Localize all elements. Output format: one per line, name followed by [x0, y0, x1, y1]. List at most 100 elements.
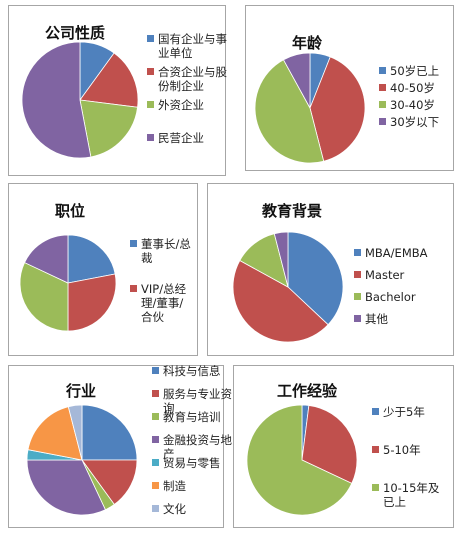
legend-item: 贸易与零售 [152, 456, 235, 470]
legend-label: MBA/EMBA [365, 246, 428, 260]
legend-item: 董事长/总裁 [130, 237, 193, 265]
legend-swatch [372, 446, 379, 453]
legend-label: 科技与信息 [163, 364, 221, 378]
pie-slice [67, 404, 83, 461]
legend-label: 5-10年 [383, 443, 421, 457]
legend-label: 50岁已上 [390, 64, 440, 78]
legend-label: Master [365, 268, 405, 282]
pie-slice [67, 273, 117, 332]
pie-slice [301, 404, 358, 484]
legend-swatch [372, 408, 379, 415]
legend-swatch [379, 84, 386, 91]
legend-item: 文化 [152, 502, 235, 516]
legend-label: 其他 [365, 312, 388, 326]
legend-label: 40-50岁 [390, 81, 435, 95]
legend-swatch [152, 436, 159, 443]
legend-item: Bachelor [354, 290, 445, 304]
chart-title: 工作经验 [277, 382, 338, 400]
pie-slice [67, 234, 116, 284]
legend-item: 30岁以下 [379, 115, 459, 129]
legend-swatch [147, 101, 154, 108]
legend-item: 30-40岁 [379, 98, 459, 112]
legend-item: 10-15年及已上 [372, 481, 449, 509]
legend-label: VIP/总经理/董事/合伙 [141, 282, 187, 324]
chart-title: 年龄 [292, 34, 323, 52]
legend-label: 制造 [163, 479, 186, 493]
legend-swatch [379, 101, 386, 108]
legend-item: 科技与信息 [152, 364, 235, 378]
legend-item: 民营企业 [147, 131, 232, 145]
legend-item: 国有企业与事业单位 [147, 32, 232, 60]
pie-slice [21, 41, 92, 159]
legend-swatch [152, 459, 159, 466]
legend-swatch [372, 484, 379, 491]
legend-swatch [152, 367, 159, 374]
pie-slice [287, 231, 344, 326]
pie-slice [81, 459, 138, 506]
pie-slice [232, 259, 329, 343]
legend-swatch [354, 249, 361, 256]
pie-slice [273, 231, 289, 288]
legend-label: Bachelor [365, 290, 416, 304]
legend-label: 10-15年及已上 [383, 481, 440, 509]
legend-item: 50岁已上 [379, 64, 459, 78]
legend-swatch [130, 285, 137, 292]
legend-label: 国有企业与事业单位 [158, 32, 227, 60]
legend-item: 制造 [152, 479, 235, 493]
legend-label: 少于5年 [383, 405, 425, 419]
legend-swatch [379, 67, 386, 74]
pie-slice [79, 99, 138, 158]
legend-item: 金融投资与地产 [152, 433, 235, 461]
legend-label: 合资企业与股份制企业 [158, 65, 227, 93]
legend-label: 30岁以下 [390, 115, 440, 129]
legend-item: 其他 [354, 312, 445, 326]
pie-slice [27, 406, 83, 461]
pie-slice [19, 262, 69, 332]
pie-slice [79, 52, 139, 108]
pie-slice [309, 56, 366, 162]
legend-label: 金融投资与地产 [163, 433, 232, 461]
chart-title: 职位 [55, 202, 86, 220]
legend-item: MBA/EMBA [354, 246, 445, 260]
legend-swatch [130, 240, 137, 247]
legend-label: 贸易与零售 [163, 456, 221, 470]
legend-item: 合资企业与股份制企业 [147, 65, 232, 93]
legend-swatch [152, 505, 159, 512]
legend-label: 文化 [163, 502, 186, 516]
legend-item: 少于5年 [372, 405, 449, 419]
legend-label: 民营企业 [158, 131, 204, 145]
legend-label: 教育与培训 [163, 410, 221, 424]
legend-label: 30-40岁 [390, 98, 435, 112]
legend-swatch [152, 482, 159, 489]
pie-slice [246, 404, 353, 516]
legend-swatch [354, 293, 361, 300]
legend-swatch [147, 35, 154, 42]
legend-item: 服务与专业资询 [152, 387, 235, 415]
legend-swatch [147, 134, 154, 141]
legend-swatch [379, 118, 386, 125]
pie-slice [254, 59, 325, 164]
legend-item: VIP/总经理/董事/合伙 [130, 282, 193, 324]
legend-item: 外资企业 [147, 98, 232, 112]
legend-item: 教育与培训 [152, 410, 235, 424]
legend-swatch [152, 390, 159, 397]
legend-swatch [152, 413, 159, 420]
pie-slice [282, 52, 311, 109]
chart-title: 公司性质 [45, 24, 106, 42]
legend-label: 董事长/总裁 [141, 237, 191, 265]
chart-title: 教育背景 [262, 202, 323, 220]
legend-item: Master [354, 268, 445, 282]
pie-slice [24, 234, 69, 284]
pie-slice [81, 404, 138, 461]
legend-swatch [354, 271, 361, 278]
legend-swatch [147, 68, 154, 75]
chart-title: 行业 [66, 382, 97, 400]
legend-item: 5-10年 [372, 443, 449, 457]
legend-swatch [354, 315, 361, 322]
legend-label: 服务与专业资询 [163, 387, 232, 415]
legend-item: 40-50岁 [379, 81, 459, 95]
pie-slice [26, 459, 106, 516]
legend-label: 外资企业 [158, 98, 204, 112]
